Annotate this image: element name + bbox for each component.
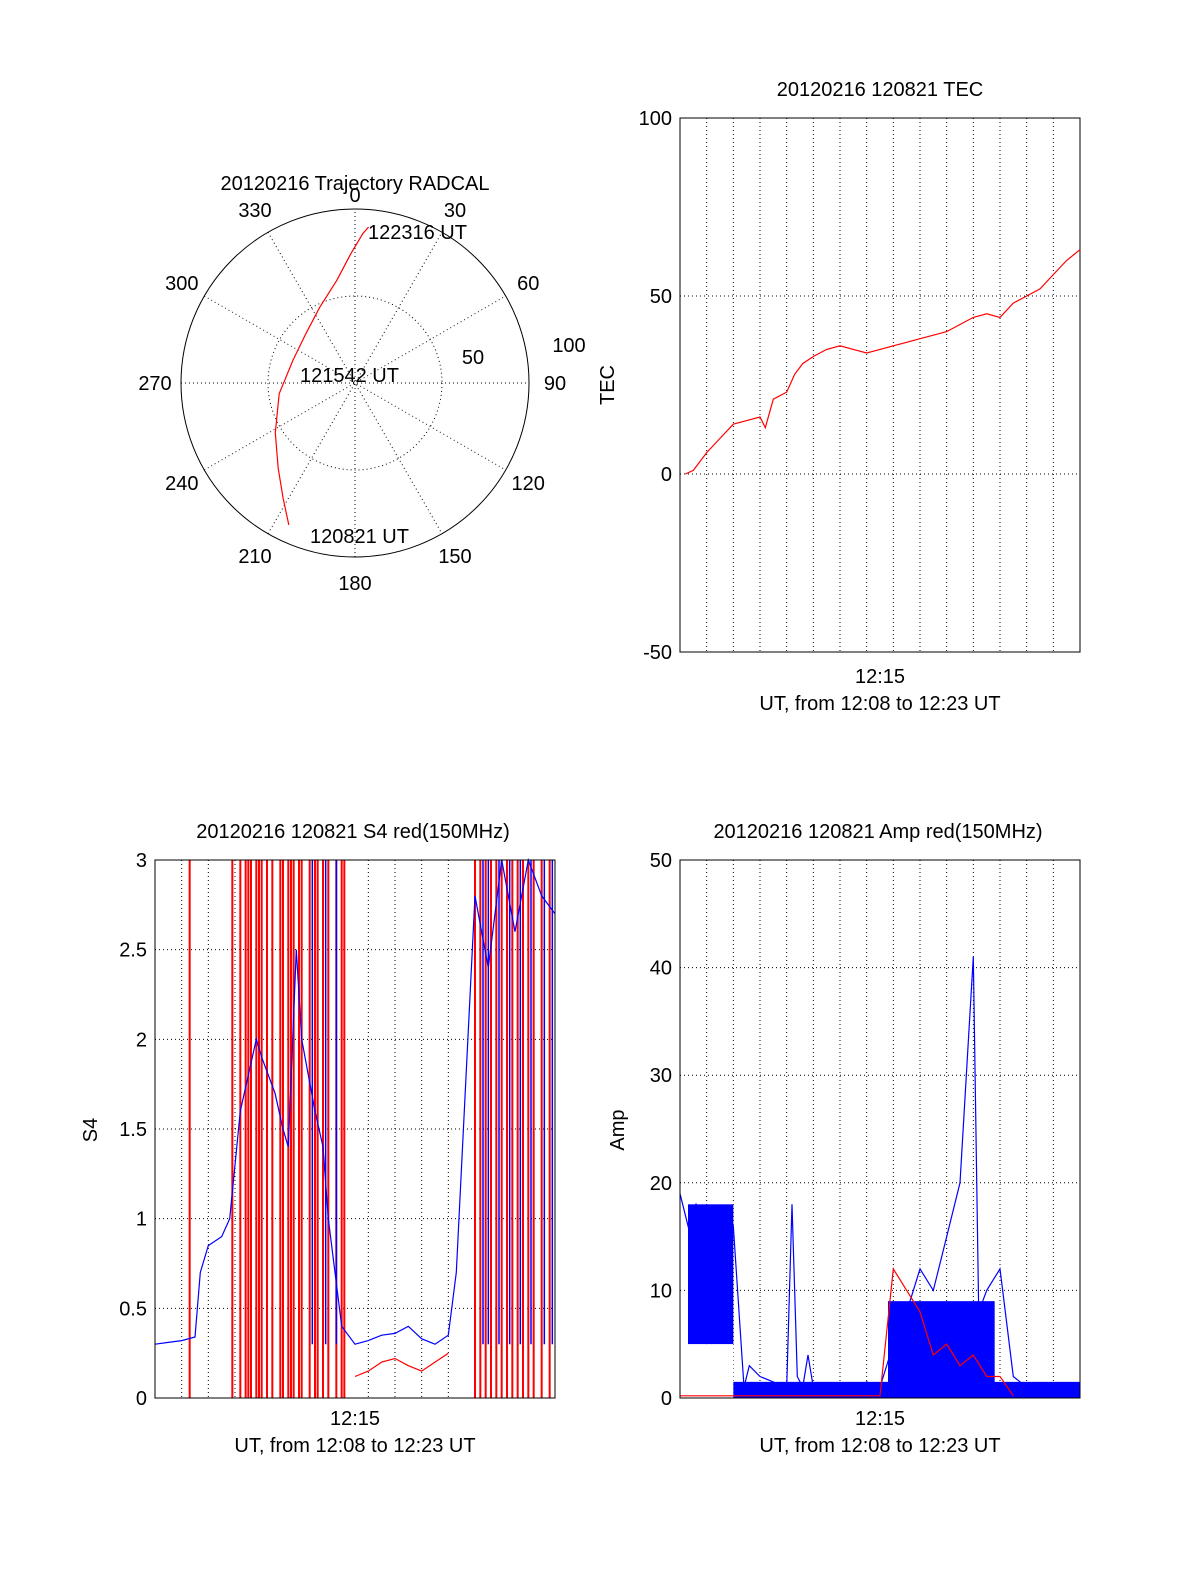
tec-grid xyxy=(680,117,1080,653)
tec-x-axis-label: UT, from 12:08 to 12:23 UT xyxy=(759,693,1000,715)
s4-y-tick-0: 0 xyxy=(136,1388,147,1410)
s4-title: 20120216 120821 S4 red(150MHz) xyxy=(196,821,510,843)
azimuth-label-240: 240 xyxy=(165,473,198,495)
tec-title: 20120216 120821 TEC xyxy=(777,79,983,101)
amp-blue-series xyxy=(679,956,1080,1391)
trajectory-title: 20120216 Trajectory RADCAL xyxy=(220,173,489,195)
tec-series-line xyxy=(685,249,1081,475)
azimuth-label-300: 300 xyxy=(165,273,198,295)
amp-plot-frame xyxy=(679,859,1081,1399)
tec-y-tick-100: 100 xyxy=(639,108,672,130)
azimuth-label-90: 90 xyxy=(544,373,566,395)
amp-x-axis-label: UT, from 12:08 to 12:23 UT xyxy=(759,1435,1000,1457)
azimuth-label-210: 210 xyxy=(238,546,271,568)
tec-y-axis-label: TEC xyxy=(597,365,619,405)
amp-y-tick-20: 20 xyxy=(650,1173,672,1195)
amp-y-tick-labels: 0 10 20 30 40 50 xyxy=(650,850,672,1410)
azimuth-label-0: 0 xyxy=(349,185,360,207)
s4-chart: 20120216 120821 S4 red(150MHz) 0 0.5 1 1.5 2… xyxy=(80,821,556,1457)
s4-x-tick-label: 12:15 xyxy=(330,1408,380,1430)
tec-y-tick-50: 50 xyxy=(650,286,672,308)
amp-y-tick-40: 40 xyxy=(650,958,672,980)
s4-blue-series xyxy=(154,857,556,1345)
azimuth-label-150: 150 xyxy=(438,546,471,568)
tec-chart: 20120216 120821 TEC -50 0 50 100 12:15 UT, … xyxy=(597,79,1081,715)
s4-y-tick-1.5: 1.5 xyxy=(119,1119,147,1141)
tec-y-tick-0: 0 xyxy=(661,464,672,486)
azimuth-labels: 0 30 60 90 120 150 180 210 240 270 300 330 xyxy=(138,185,566,595)
amp-grid xyxy=(680,859,1080,1399)
s4-y-tick-2.5: 2.5 xyxy=(119,940,147,962)
s4-spikes xyxy=(188,860,554,1398)
tec-y-tick-labels: -50 0 50 100 xyxy=(639,108,672,664)
trajectory-line xyxy=(274,226,370,526)
amp-y-tick-0: 0 xyxy=(661,1388,672,1410)
s4-y-tick-labels: 0 0.5 1 1.5 2 2.5 3 xyxy=(119,850,147,1410)
s4-y-tick-1: 1 xyxy=(136,1209,147,1231)
trajectory-end-label: 122316 UT xyxy=(368,222,467,244)
amp-y-tick-10: 10 xyxy=(650,1280,672,1302)
amp-burst-band xyxy=(888,1301,995,1388)
azimuth-label-180: 180 xyxy=(338,573,371,595)
amp-noise-bands xyxy=(688,1204,1080,1398)
amp-y-axis-label: Amp xyxy=(607,1109,629,1150)
trajectory-mid-label: 121542 UT xyxy=(300,365,399,387)
tec-x-tick-label: 12:15 xyxy=(855,666,905,688)
tec-y-tick--50: -50 xyxy=(643,642,672,664)
azimuth-label-30: 30 xyxy=(444,200,466,222)
azimuth-label-270: 270 xyxy=(138,373,171,395)
trajectory-start-label: 120821 UT xyxy=(310,526,409,548)
azimuth-label-120: 120 xyxy=(512,473,545,495)
radial-label-100: 100 xyxy=(552,335,585,357)
s4-y-axis-label: S4 xyxy=(80,1118,102,1142)
amp-y-tick-50: 50 xyxy=(650,850,672,872)
s4-y-tick-2: 2 xyxy=(136,1029,147,1051)
amp-chart: 20120216 120821 Amp red(150MHz) 0 10 20 30 4… xyxy=(607,821,1081,1457)
s4-y-tick-0.5: 0.5 xyxy=(119,1298,147,1320)
trajectory-polar-chart: 20120216 Trajectory RADCAL 0 30 60 90 120 150… xyxy=(138,173,585,595)
s4-grid xyxy=(155,859,555,1399)
radial-label-50: 50 xyxy=(462,347,484,369)
s4-x-axis-label: UT, from 12:08 to 12:23 UT xyxy=(234,1435,475,1457)
amp-noise-band-gap xyxy=(688,1344,734,1398)
amp-title: 20120216 120821 Amp red(150MHz) xyxy=(713,821,1042,843)
amp-x-tick-label: 12:15 xyxy=(855,1408,905,1430)
s4-red-series xyxy=(354,1352,449,1378)
azimuth-label-60: 60 xyxy=(517,273,539,295)
amp-noise-band-start xyxy=(688,1204,734,1345)
s4-plot-frame xyxy=(154,859,556,1399)
amp-red-series xyxy=(680,1267,1014,1397)
amp-y-tick-30: 30 xyxy=(650,1065,672,1087)
s4-y-tick-3: 3 xyxy=(136,850,147,872)
azimuth-label-330: 330 xyxy=(238,200,271,222)
tec-plot-frame xyxy=(679,117,1081,653)
